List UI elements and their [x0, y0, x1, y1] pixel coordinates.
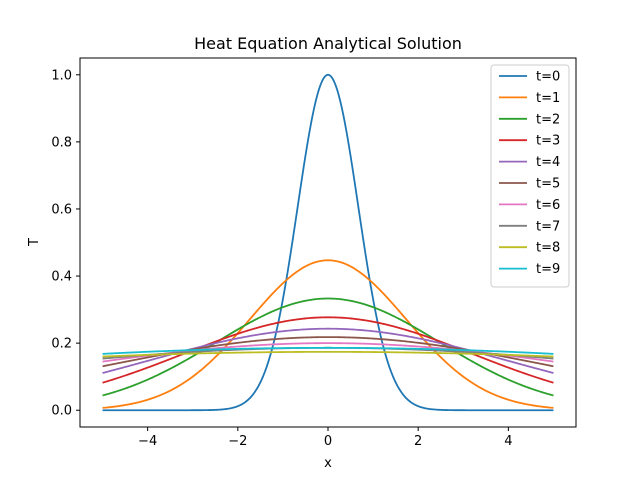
legend-label: t=7 [536, 219, 560, 234]
x-tick-label: 0 [324, 434, 332, 449]
chart-title: Heat Equation Analytical Solution [194, 34, 462, 53]
legend-label: t=5 [536, 177, 560, 192]
y-tick-label: 0.8 [51, 135, 72, 150]
series-line-t-8 [102, 350, 554, 358]
series-line-t-0 [102, 73, 554, 412]
plot-frame [79, 57, 577, 428]
series-line-t-3 [102, 316, 554, 384]
y-tick-label: 0.2 [51, 337, 72, 352]
y-tick-label: 0.0 [51, 404, 72, 419]
x-tick-label: −2 [228, 434, 247, 449]
plot-area [102, 73, 554, 412]
legend-label: t=4 [536, 155, 560, 170]
y-tick-label: 0.4 [51, 270, 72, 285]
legend-box [490, 64, 570, 288]
y-axis-label: T [27, 238, 42, 247]
series-line-t-9 [102, 346, 554, 355]
y-axis: 0.0 0.2 0.4 0.6 0.8 1.0 [51, 68, 80, 419]
x-tick-label: 4 [504, 434, 512, 449]
legend-label: t=3 [536, 134, 560, 149]
legend-label: t=8 [536, 241, 560, 256]
legend-label: t=2 [536, 112, 560, 127]
x-tick-label: −4 [138, 434, 157, 449]
legend: t=0 t=1 t=2 t=3 t=4 t=5 t=6 t=7 t=8 t=9 [490, 64, 570, 288]
legend-label: t=1 [536, 91, 560, 106]
x-tick-label: 2 [414, 434, 422, 449]
legend-label: t=9 [536, 262, 560, 277]
x-axis-label: x [324, 456, 332, 471]
x-axis: −4 −2 0 2 4 [138, 427, 513, 449]
y-tick-label: 0.6 [51, 202, 72, 217]
y-tick-label: 1.0 [51, 68, 72, 83]
legend-label: t=6 [536, 198, 560, 213]
series-line-t-1 [102, 259, 554, 409]
series-line-t-2 [102, 297, 554, 397]
legend-label: t=0 [536, 70, 560, 85]
